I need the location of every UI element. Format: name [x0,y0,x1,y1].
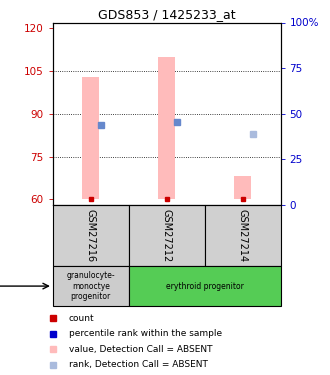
Text: rank, Detection Call = ABSENT: rank, Detection Call = ABSENT [69,360,208,369]
Title: GDS853 / 1425233_at: GDS853 / 1425233_at [98,8,236,21]
Bar [158,57,175,199]
Text: count: count [69,314,94,322]
Text: value, Detection Call = ABSENT: value, Detection Call = ABSENT [69,345,212,354]
Text: percentile rank within the sample: percentile rank within the sample [69,329,222,338]
Bar [129,266,280,306]
Text: GSM27212: GSM27212 [162,209,172,262]
Text: erythroid progenitor: erythroid progenitor [166,282,244,291]
Text: granulocyte-
monoctye
progenitor: granulocyte- monoctye progenitor [66,271,115,301]
Bar [53,205,129,266]
Bar [205,205,280,266]
Bar [129,205,205,266]
Bar [82,76,99,199]
Bar [234,177,251,199]
Bar [53,266,129,306]
Text: GSM27216: GSM27216 [86,209,96,262]
Text: GSM27214: GSM27214 [238,209,248,262]
